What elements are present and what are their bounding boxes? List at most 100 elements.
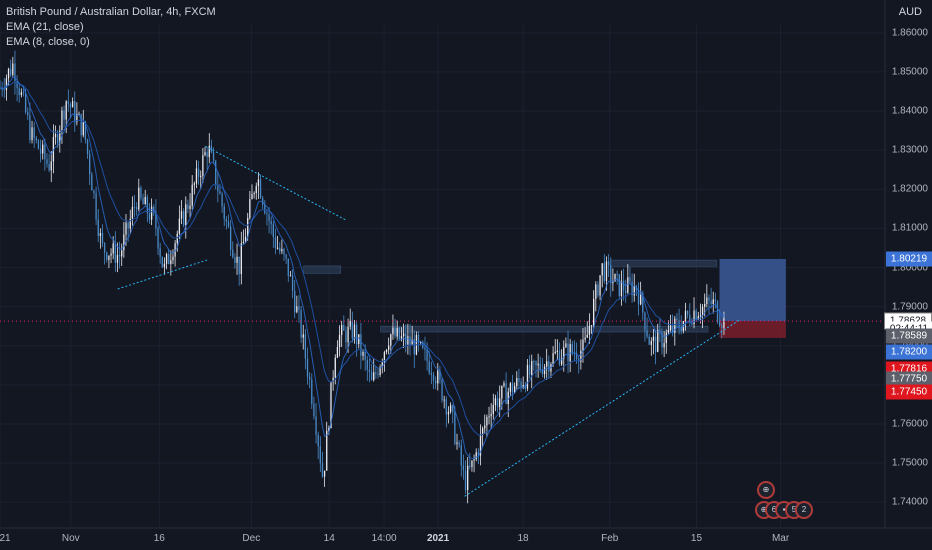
candle-body <box>526 365 529 389</box>
candle-body <box>317 434 319 447</box>
candle-body <box>97 219 99 236</box>
candle-body <box>458 442 460 446</box>
candle-body <box>452 405 454 412</box>
candle-body <box>614 273 616 282</box>
candle-body <box>31 127 33 141</box>
candle-body <box>189 205 191 209</box>
candle-body <box>387 345 390 350</box>
candle-body <box>443 399 445 401</box>
candle-body <box>646 330 648 337</box>
candle-body <box>163 263 166 268</box>
candle-body <box>475 452 477 460</box>
candle-body <box>37 140 40 149</box>
candle-body <box>535 361 537 366</box>
candle-body <box>496 398 499 408</box>
candle-body <box>44 144 46 160</box>
candle-body <box>672 325 674 333</box>
candle-body <box>584 337 586 340</box>
candle-body <box>507 391 509 405</box>
ema8-indicator-label[interactable]: EMA (8, close, 0) <box>6 36 90 48</box>
candle-body <box>494 398 497 405</box>
candle-body <box>165 254 168 264</box>
candle-body <box>567 343 569 362</box>
time-tick-label: 15 <box>690 533 703 544</box>
candle-body <box>364 351 366 360</box>
candle-body <box>180 211 183 219</box>
economic-event-icon[interactable]: ⊕ <box>757 481 775 499</box>
candle-body <box>693 310 695 325</box>
candle-body <box>270 221 272 225</box>
candle-body <box>106 252 108 260</box>
price-tick-label: 1.85000 <box>891 66 928 78</box>
candle-body <box>537 363 539 366</box>
candle-body <box>366 359 368 370</box>
candle-body <box>676 318 678 321</box>
candle-body <box>650 341 652 345</box>
event-count-badge[interactable]: 2 <box>795 501 813 519</box>
candle-body <box>712 299 714 305</box>
candle-body <box>505 383 507 405</box>
candle-body <box>129 218 131 229</box>
candle-body <box>716 301 719 322</box>
candle-body <box>599 275 601 296</box>
candle-body <box>420 342 422 344</box>
price-tick-label: 1.82000 <box>891 183 928 195</box>
candle-body <box>3 89 5 91</box>
trendline <box>464 319 740 497</box>
candle-body <box>625 290 627 293</box>
currency-label[interactable]: AUD <box>898 6 922 18</box>
candle-body <box>533 361 535 363</box>
candle-body <box>69 103 72 108</box>
chart-legend: British Pound / Australian Dollar, 4h, F… <box>6 5 216 50</box>
candle-body <box>665 332 667 344</box>
candle-body <box>616 273 618 275</box>
candle-body <box>276 247 279 249</box>
candle-body <box>430 372 433 375</box>
candle-body <box>232 249 234 258</box>
ema8-line <box>0 76 725 460</box>
candle-body <box>24 93 27 113</box>
candle-body <box>296 306 298 313</box>
candle-body <box>74 101 76 123</box>
trendline <box>205 145 348 222</box>
candle-body <box>428 361 430 373</box>
candle-body <box>176 233 178 244</box>
symbol-title[interactable]: British Pound / Australian Dollar, 4h, F… <box>6 6 216 18</box>
candle-body <box>347 326 349 343</box>
candle-body <box>78 113 80 115</box>
price-tick-label: 1.86000 <box>891 27 928 39</box>
position-loss-zone <box>719 321 786 338</box>
candle-body <box>409 336 411 346</box>
candle-body <box>146 196 149 214</box>
candle-body <box>588 326 591 335</box>
candle-body <box>345 330 347 343</box>
candle-body <box>432 374 435 381</box>
candle-body <box>379 366 381 376</box>
candle-body <box>1 87 3 90</box>
candle-body <box>590 325 593 327</box>
candle-body <box>101 233 104 244</box>
candle-body <box>520 381 522 388</box>
candle-body <box>279 247 281 252</box>
candle-body <box>484 425 486 429</box>
candle-body <box>67 101 69 104</box>
candle-body <box>593 298 595 326</box>
candle-body <box>355 324 358 345</box>
candle-body <box>407 336 409 345</box>
candle-body <box>315 416 317 435</box>
candle-body <box>554 351 556 354</box>
candle-body <box>691 322 693 325</box>
candle-body <box>353 324 356 339</box>
candle-body <box>217 184 219 192</box>
time-tick-label: 21 <box>0 533 11 544</box>
candle-body <box>16 81 18 89</box>
time-tick-label: Feb <box>601 533 619 544</box>
ema21-indicator-label[interactable]: EMA (21, close) <box>6 21 84 33</box>
candle-body <box>714 299 717 302</box>
price-tick-label: 1.84000 <box>891 105 928 117</box>
candle-body <box>35 137 37 141</box>
candle-body <box>48 163 50 171</box>
candle-body <box>539 363 541 370</box>
candle-body <box>360 334 362 356</box>
